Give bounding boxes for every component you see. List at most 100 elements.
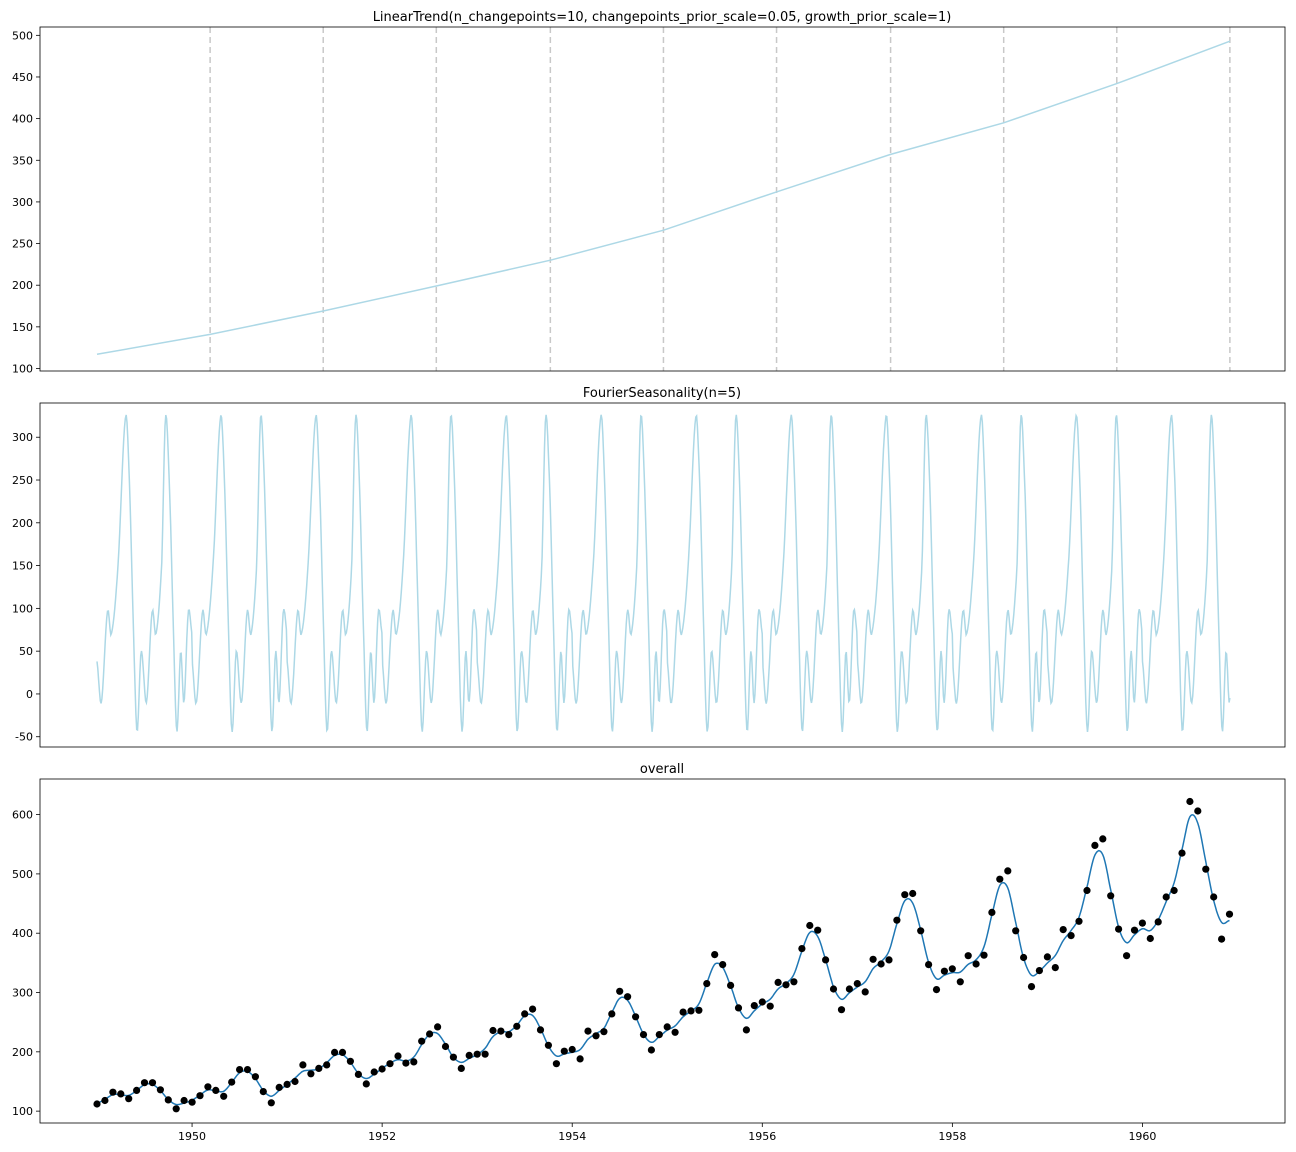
- observed-point: [703, 980, 711, 988]
- observed-point: [972, 960, 980, 968]
- observed-point: [521, 1010, 529, 1018]
- observed-point: [449, 1053, 457, 1061]
- observed-point: [679, 1008, 687, 1016]
- observed-point: [1154, 918, 1162, 926]
- observed-point: [394, 1052, 402, 1060]
- observed-point: [259, 1088, 267, 1096]
- observed-point: [1107, 892, 1115, 900]
- overall-y-tick-label: 400: [12, 927, 33, 940]
- observed-point: [806, 921, 814, 930]
- observed-point: [742, 1026, 751, 1034]
- observed-point: [1130, 926, 1139, 934]
- observed-point: [727, 981, 735, 990]
- observed-point: [901, 891, 909, 899]
- observed-point: [434, 1023, 442, 1031]
- observed-point: [267, 1099, 275, 1107]
- observed-point: [323, 1061, 331, 1069]
- observed-point: [497, 1027, 505, 1035]
- observed-point: [1043, 953, 1051, 961]
- trend-y-tick-label: 450: [12, 71, 33, 84]
- observed-point: [1170, 886, 1178, 895]
- observed-point: [1099, 835, 1107, 843]
- observed-point: [1146, 934, 1154, 943]
- observed-point: [275, 1083, 283, 1091]
- overall-fit-series-line: [96, 814, 1230, 1106]
- observed-point: [544, 1041, 553, 1049]
- observed-point: [378, 1065, 386, 1073]
- observed-point: [1225, 910, 1234, 918]
- observed-point: [869, 955, 877, 963]
- seasonality-y-axis: -50 0 50 100 150 200 250 300: [12, 431, 40, 744]
- overall-x-tick-label: 1954: [558, 1130, 586, 1143]
- overall-y-tick-label: 500: [12, 868, 33, 881]
- observed-point: [1186, 797, 1194, 806]
- observed-point: [647, 1046, 656, 1054]
- observed-point: [220, 1092, 228, 1100]
- observed-point: [909, 889, 917, 898]
- seasonality-y-tick-label: 250: [12, 474, 33, 487]
- observed-point: [212, 1086, 220, 1094]
- observed-point: [568, 1045, 576, 1054]
- observed-point: [1091, 841, 1099, 850]
- observed-point: [386, 1060, 394, 1068]
- observed-point: [655, 1031, 663, 1039]
- overall-x-tick-label: 1960: [1128, 1130, 1156, 1143]
- observed-point: [592, 1032, 600, 1040]
- trend-y-tick-label: 300: [12, 196, 33, 209]
- observed-point: [457, 1064, 465, 1072]
- observed-point: [410, 1058, 418, 1066]
- observed-point: [299, 1061, 307, 1069]
- trend-panel: LinearTrend(n_changepoints=10, changepoi…: [12, 10, 1286, 376]
- observed-point: [196, 1092, 204, 1100]
- observed-point: [307, 1070, 315, 1078]
- observed-point: [236, 1066, 244, 1074]
- observed-point: [766, 1002, 774, 1010]
- trend-y-tick-label: 350: [12, 154, 33, 167]
- observed-point: [695, 1006, 703, 1014]
- observed-point: [877, 960, 885, 968]
- observed-point: [750, 1002, 758, 1010]
- observed-point: [822, 956, 830, 964]
- trend-y-tick-label: 250: [12, 238, 33, 251]
- observed-point: [1035, 967, 1043, 975]
- trend-y-tick-label: 100: [12, 363, 33, 376]
- overall-y-axis: 100 200 300 400 500 600: [12, 809, 40, 1118]
- observed-point: [536, 1026, 545, 1034]
- observed-point: [489, 1026, 497, 1035]
- overall-x-tick-label: 1956: [748, 1130, 776, 1143]
- observed-point: [782, 981, 790, 989]
- observed-point: [1138, 919, 1146, 927]
- observed-point: [584, 1027, 592, 1035]
- observed-point: [354, 1070, 362, 1078]
- observed-point: [798, 945, 806, 953]
- observed-point: [560, 1047, 568, 1055]
- observed-point: [243, 1066, 252, 1074]
- observed-point: [624, 993, 632, 1001]
- observed-point: [346, 1057, 354, 1065]
- overall-y-tick-label: 600: [12, 809, 33, 822]
- observed-point: [1178, 849, 1186, 857]
- trend-panel-title: LinearTrend(n_changepoints=10, changepoi…: [373, 10, 952, 25]
- observed-point: [1075, 917, 1083, 925]
- observed-point: [790, 978, 798, 986]
- observed-point: [1115, 925, 1123, 933]
- observed-point: [283, 1080, 291, 1088]
- observed-point: [315, 1064, 323, 1072]
- observed-point: [441, 1042, 450, 1051]
- observed-point: [370, 1068, 378, 1076]
- observed-point: [228, 1078, 236, 1086]
- observed-point: [600, 1028, 608, 1036]
- observed-point: [893, 916, 901, 924]
- observed-point: [402, 1059, 410, 1067]
- observed-point: [711, 951, 719, 959]
- observed-point: [133, 1086, 141, 1094]
- observed-point: [529, 1005, 537, 1013]
- observed-point: [552, 1060, 561, 1068]
- observed-point: [204, 1083, 212, 1091]
- overall-observed-points: [93, 797, 1234, 1113]
- observed-point: [513, 1022, 521, 1030]
- overall-plot-frame: [39, 778, 1286, 1124]
- observed-point: [481, 1050, 489, 1058]
- observed-point: [1004, 867, 1012, 875]
